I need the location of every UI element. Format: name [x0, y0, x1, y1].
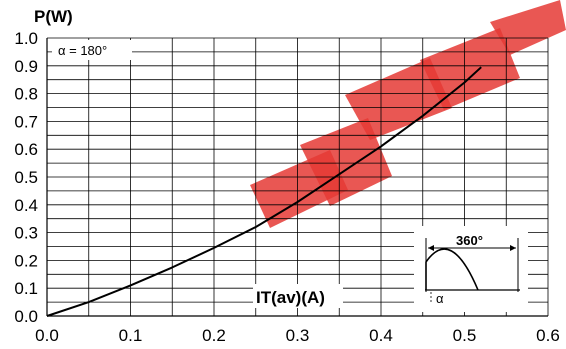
y-tick-label: 0.3 — [14, 224, 38, 243]
x-tick-label: 0.0 — [35, 326, 59, 345]
y-axis-label: P(W) — [34, 7, 73, 26]
annotation-background — [52, 40, 132, 60]
axes — [46, 38, 548, 317]
series-line — [46, 66, 482, 317]
series-layer — [46, 66, 482, 317]
inset-background — [414, 226, 528, 312]
x-label-background — [253, 284, 343, 308]
y-tick-label: 0.2 — [14, 251, 38, 270]
x-axis-label: IT(av)(A) — [256, 288, 325, 307]
watermark-shape — [345, 58, 452, 140]
y-tick-label: 0.0 — [14, 307, 38, 326]
y-tick-label: 0.5 — [14, 168, 38, 187]
inset-arrowhead-left — [428, 245, 434, 251]
y-tick-label: 0.4 — [14, 196, 38, 215]
watermark-shape — [490, 0, 566, 55]
alpha-annotation: α = 180° — [58, 43, 107, 58]
inset-period-label: 360° — [456, 233, 483, 248]
x-tick-label: 0.3 — [286, 326, 310, 345]
inset-waveform — [425, 248, 479, 291]
y-tick-label: 0.9 — [14, 57, 38, 76]
watermark-shape — [250, 150, 348, 228]
x-tick-labels: 0.0 0.1 0.2 0.3 0.4 0.5 0.6 — [35, 326, 560, 345]
watermark-shape — [420, 28, 520, 110]
x-tick-label: 0.5 — [453, 326, 477, 345]
inset-angle-label: α — [436, 291, 444, 306]
y-tick-label: 0.1 — [14, 279, 38, 298]
y-tick-label: 0.8 — [14, 85, 38, 104]
y-tick-labels: 0.0 0.1 0.2 0.3 0.4 0.5 0.6 0.7 0.8 0.9 1.0 — [14, 29, 38, 326]
x-tick-label: 0.4 — [369, 326, 393, 345]
y-tick-label: 0.7 — [14, 112, 38, 131]
x-tick-label: 0.6 — [536, 326, 560, 345]
waveform-inset: 360° α — [414, 226, 528, 312]
inset-arrowhead-right — [510, 245, 516, 251]
x-tick-label: 0.2 — [202, 326, 226, 345]
y-tick-label: 1.0 — [14, 29, 38, 48]
y-tick-label: 0.6 — [14, 140, 38, 159]
x-tick-label: 0.1 — [119, 326, 143, 345]
